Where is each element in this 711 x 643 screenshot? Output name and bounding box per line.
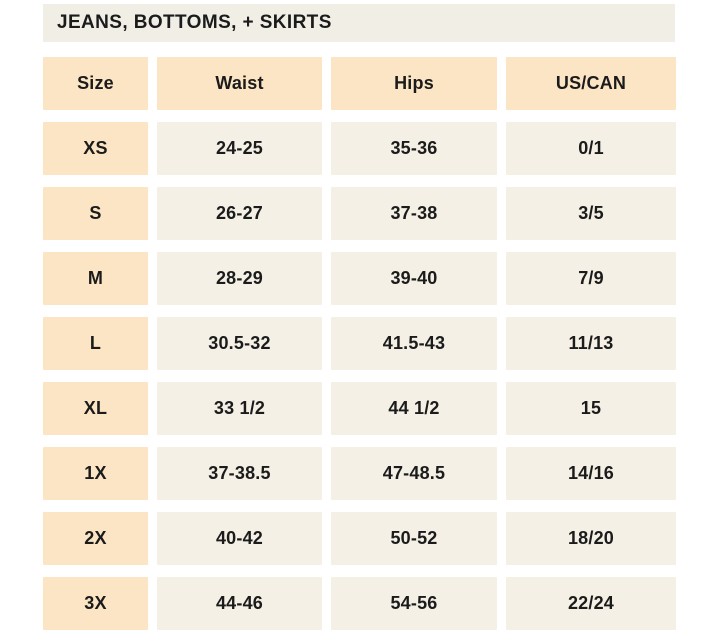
column-header-us-can: US/CAN xyxy=(506,57,676,110)
column-header-size: Size xyxy=(43,57,148,110)
size-label-cell: S xyxy=(43,187,148,240)
column-header-waist: Waist xyxy=(157,57,322,110)
measurement-value-cell: 54-56 xyxy=(331,577,497,630)
chart-title: JEANS, BOTTOMS, + SKIRTS xyxy=(57,12,332,33)
measurement-value-cell: 28-29 xyxy=(157,252,322,305)
measurement-value-cell: 22/24 xyxy=(506,577,676,630)
size-label-cell: 1X xyxy=(43,447,148,500)
measurement-value-cell: 44 1/2 xyxy=(331,382,497,435)
measurement-value-cell: 14/16 xyxy=(506,447,676,500)
size-label-cell: XS xyxy=(43,122,148,175)
measurement-value-cell: 40-42 xyxy=(157,512,322,565)
size-label-cell: 2X xyxy=(43,512,148,565)
size-label-cell: 3X xyxy=(43,577,148,630)
measurement-value-cell: 0/1 xyxy=(506,122,676,175)
measurement-value-cell: 26-27 xyxy=(157,187,322,240)
measurement-value-cell: 18/20 xyxy=(506,512,676,565)
measurement-value-cell: 44-46 xyxy=(157,577,322,630)
measurement-value-cell: 7/9 xyxy=(506,252,676,305)
measurement-value-cell: 50-52 xyxy=(331,512,497,565)
measurement-value-cell: 39-40 xyxy=(331,252,497,305)
measurement-value-cell: 24-25 xyxy=(157,122,322,175)
measurement-value-cell: 30.5-32 xyxy=(157,317,322,370)
measurement-value-cell: 33 1/2 xyxy=(157,382,322,435)
column-header-hips: Hips xyxy=(331,57,497,110)
measurement-value-cell: 35-36 xyxy=(331,122,497,175)
measurement-value-cell: 41.5-43 xyxy=(331,317,497,370)
measurement-value-cell: 37-38.5 xyxy=(157,447,322,500)
measurement-value-cell: 37-38 xyxy=(331,187,497,240)
size-label-cell: L xyxy=(43,317,148,370)
measurement-value-cell: 47-48.5 xyxy=(331,447,497,500)
measurement-value-cell: 15 xyxy=(506,382,676,435)
size-label-cell: XL xyxy=(43,382,148,435)
size-label-cell: M xyxy=(43,252,148,305)
chart-title-bar: JEANS, BOTTOMS, + SKIRTS xyxy=(43,4,675,42)
measurement-value-cell: 11/13 xyxy=(506,317,676,370)
size-table: Size Waist Hips US/CAN XS 24-25 35-36 0/1 S 2… xyxy=(43,57,676,630)
measurement-value-cell: 3/5 xyxy=(506,187,676,240)
